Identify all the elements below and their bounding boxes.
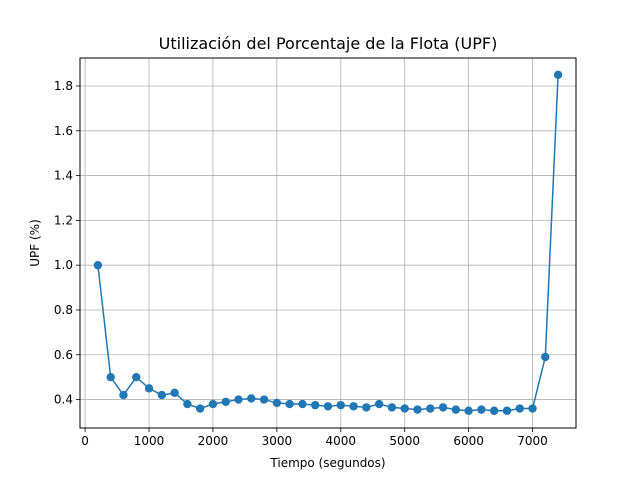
x-tick-label: 4000	[326, 434, 357, 448]
data-point	[208, 399, 218, 409]
y-tick-label: 1.4	[54, 169, 73, 183]
y-tick-label: 1.2	[54, 213, 73, 227]
x-tick-label: 5000	[389, 434, 420, 448]
grid-lines	[80, 58, 576, 428]
x-tick-label: 2000	[198, 434, 229, 448]
x-axis-ticks: 0 1000 2000 3000 4000 5000 6000 7000	[81, 428, 548, 448]
data-point	[247, 394, 256, 403]
x-axis-label: Tiempo (segundos)	[269, 456, 385, 470]
data-point	[195, 404, 205, 413]
y-tick-label: 0.4	[54, 393, 73, 407]
x-tick-label: 6000	[453, 434, 484, 448]
x-tick-label: 0	[81, 434, 89, 448]
data-point	[259, 395, 269, 404]
data-point	[234, 395, 243, 404]
data-point	[515, 404, 524, 413]
x-tick-label: 7000	[517, 434, 548, 448]
data-point	[170, 388, 179, 398]
y-axis-ticks: 0.4 0.6 0.8 1.0 1.2 1.4 1.6 1.8	[54, 79, 80, 407]
y-tick-label: 0.6	[54, 348, 73, 362]
series-layer	[93, 70, 563, 415]
x-tick-label: 3000	[262, 434, 293, 448]
y-tick-label: 1.0	[54, 258, 73, 272]
y-tick-label: 1.8	[54, 79, 73, 93]
data-point	[323, 402, 333, 411]
data-point	[119, 390, 128, 400]
data-point	[221, 397, 230, 406]
data-point	[553, 70, 563, 79]
data-point	[285, 399, 294, 409]
y-tick-label: 0.8	[54, 303, 73, 317]
data-point	[451, 405, 461, 414]
data-point	[106, 372, 115, 382]
data-point	[132, 372, 141, 382]
data-point	[477, 405, 486, 414]
data-point	[528, 404, 537, 413]
data-point	[157, 390, 167, 400]
data-point	[541, 352, 550, 362]
data-point	[93, 260, 103, 270]
chart-title: Utilización del Porcentaje de la Flota (…	[159, 34, 498, 53]
data-point	[272, 398, 282, 408]
data-point	[349, 402, 358, 411]
data-point	[311, 400, 320, 410]
plot-frame	[79, 57, 577, 429]
data-point	[362, 403, 371, 412]
x-tick-label: 1000	[134, 434, 165, 448]
data-point	[336, 400, 345, 410]
data-point	[413, 405, 422, 414]
y-tick-label: 1.6	[54, 124, 73, 138]
data-point	[183, 399, 192, 409]
data-point	[464, 406, 473, 415]
data-point	[438, 403, 448, 412]
y-axis-label: UPF (%)	[28, 219, 42, 267]
data-point	[426, 404, 435, 413]
data-point	[298, 399, 307, 409]
data-point	[400, 404, 409, 413]
data-point	[144, 384, 154, 393]
data-point	[502, 406, 512, 415]
data-point	[387, 403, 397, 412]
data-point	[489, 406, 499, 415]
data-point	[374, 399, 384, 409]
